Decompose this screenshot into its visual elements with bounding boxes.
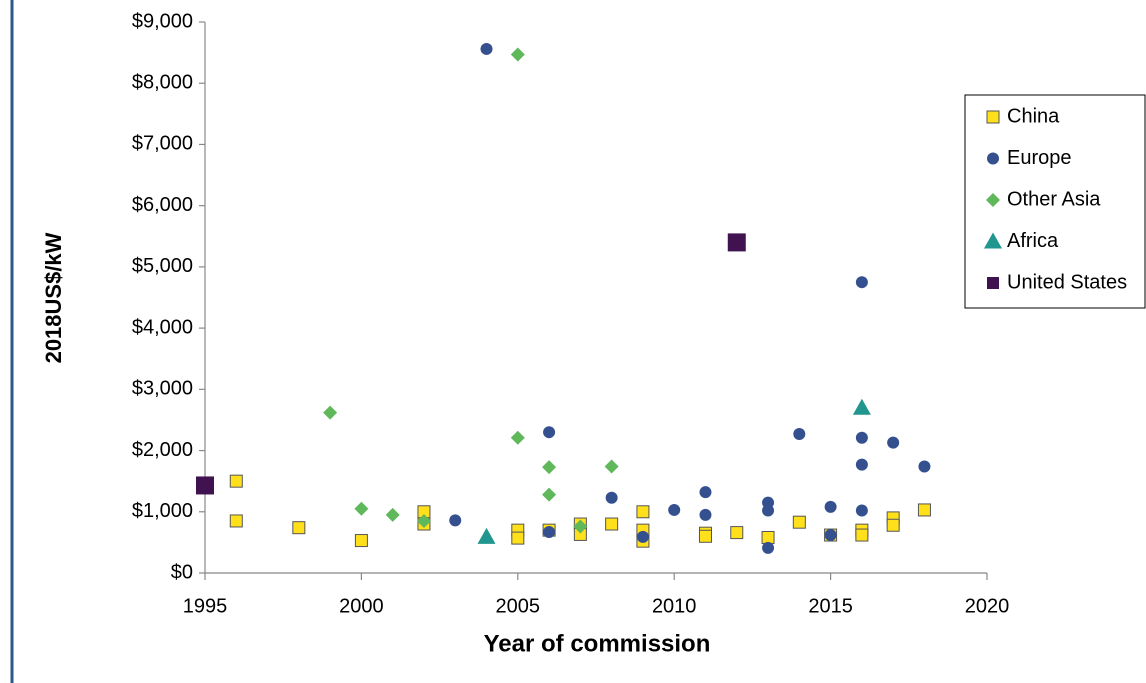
y-axis-label: 2018US$/kW: [41, 232, 66, 363]
point: [229, 474, 243, 488]
point: [511, 531, 525, 545]
y-tick-label: $0: [171, 561, 193, 583]
x-tick-label: 2005: [496, 595, 541, 617]
legend-marker: [987, 152, 999, 165]
legend-label: Other Asia: [1007, 188, 1101, 210]
point: [480, 42, 493, 55]
legend-label: Africa: [1007, 230, 1059, 252]
point: [699, 508, 712, 521]
x-tick-label: 2020: [965, 595, 1010, 617]
x-tick-label: 2000: [339, 595, 384, 617]
legend-marker: [986, 110, 1000, 124]
point: [416, 513, 431, 528]
point: [510, 47, 525, 62]
point: [605, 491, 618, 504]
point: [636, 530, 649, 543]
point: [887, 436, 900, 449]
point: [477, 527, 496, 544]
point: [855, 504, 868, 517]
y-tick-label: $4,000: [132, 316, 193, 338]
point: [762, 504, 775, 517]
point: [542, 460, 557, 475]
legend-label: China: [1007, 105, 1060, 127]
point: [510, 430, 525, 445]
legend-marker: [986, 193, 1000, 207]
point: [855, 276, 868, 289]
point: [292, 521, 306, 535]
point: [354, 501, 369, 516]
point: [917, 503, 931, 517]
point: [852, 398, 871, 415]
y-tick-label: $3,000: [132, 378, 193, 400]
point: [824, 500, 837, 513]
point: [385, 507, 400, 522]
point: [730, 526, 744, 540]
legend-marker: [984, 232, 1002, 249]
point: [229, 514, 243, 528]
point: [668, 503, 681, 516]
y-tick-label: $6,000: [132, 194, 193, 216]
point: [605, 517, 619, 531]
point: [727, 233, 746, 252]
y-tick-label: $1,000: [132, 500, 193, 522]
point: [824, 529, 837, 542]
legend-label: United States: [1007, 271, 1127, 293]
point: [636, 505, 650, 519]
point: [886, 518, 900, 532]
point: [855, 528, 869, 542]
y-tick-label: $5,000: [132, 255, 193, 277]
y-tick-label: $2,000: [132, 439, 193, 461]
x-tick-label: 2015: [808, 595, 853, 617]
point: [542, 487, 557, 502]
point: [354, 534, 368, 548]
x-tick-label: 1995: [183, 595, 228, 617]
y-tick-label: $8,000: [132, 72, 193, 94]
x-axis-label: Year of commission: [484, 630, 711, 657]
point: [761, 530, 775, 544]
point: [698, 529, 712, 543]
point: [323, 405, 338, 420]
x-tick-label: 2010: [652, 595, 697, 617]
point: [543, 525, 556, 538]
point: [543, 426, 556, 439]
y-tick-label: $7,000: [132, 133, 193, 155]
y-tick-label: $9,000: [132, 10, 193, 32]
point: [762, 541, 775, 554]
point: [918, 460, 931, 473]
point: [604, 459, 619, 474]
point: [449, 514, 462, 527]
point: [792, 515, 806, 529]
legend-label: Europe: [1007, 147, 1072, 169]
point: [699, 486, 712, 499]
point: [793, 428, 806, 441]
point: [573, 519, 588, 534]
point: [196, 476, 214, 495]
point: [855, 431, 868, 444]
legend-marker: [987, 277, 999, 289]
point: [855, 458, 868, 471]
